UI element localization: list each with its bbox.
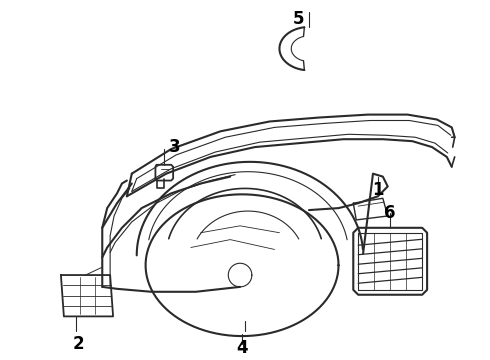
Text: 5: 5 — [293, 10, 304, 28]
Text: 1: 1 — [372, 181, 384, 199]
Text: 2: 2 — [73, 335, 84, 353]
Text: 3: 3 — [170, 138, 181, 156]
Text: 6: 6 — [384, 204, 395, 222]
Text: 4: 4 — [236, 339, 248, 357]
